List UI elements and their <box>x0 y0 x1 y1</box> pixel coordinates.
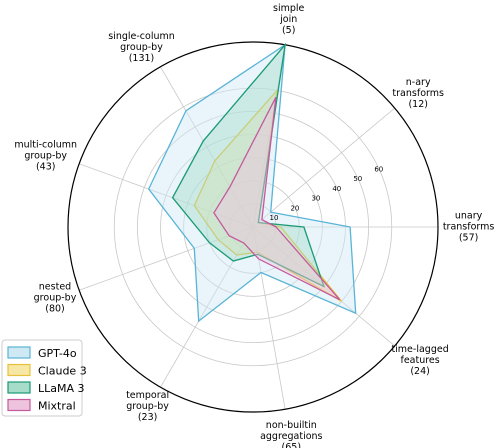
category-label-line: n-ary <box>406 77 431 88</box>
category-label-line: group-by <box>34 293 77 304</box>
radial-tick-label: 30 <box>311 195 320 203</box>
category-label-line: join <box>279 14 297 25</box>
category-label-line: aggregations <box>260 431 322 442</box>
category-label-line: (24) <box>410 366 430 377</box>
series-4 <box>213 96 341 301</box>
category-label-line: temporal <box>126 390 169 401</box>
category-label-line: (12) <box>408 99 428 110</box>
grid-spoke <box>79 226 254 291</box>
legend-swatch <box>7 346 31 359</box>
legend-box <box>1 339 83 417</box>
category-label-line: time-lagged <box>391 344 448 355</box>
radial-tick-label: 60 <box>374 165 383 173</box>
category-label-line: unary <box>455 211 483 222</box>
legend-swatch <box>7 398 31 412</box>
legend-swatch <box>7 363 31 377</box>
radial-tick-label: 50 <box>353 175 362 183</box>
series-area <box>213 96 341 301</box>
radar-labels: 102030405060unarytransforms(57)n-arytran… <box>14 3 494 448</box>
legend: GPT-4o Claude 3 LLaMA 3 Mixtral <box>1 339 87 417</box>
radial-tick-label: 10 <box>270 214 279 222</box>
category-label-line: transforms <box>392 88 444 99</box>
category-label-line: (131) <box>129 53 155 64</box>
category-label-line: single-column <box>108 31 175 42</box>
radial-tick-label: 20 <box>290 205 299 213</box>
category-label-line: (5) <box>282 25 295 36</box>
category-label-line: features <box>400 355 439 366</box>
series-area <box>147 43 357 323</box>
grid-spoke <box>160 66 254 228</box>
category-label-line: group-by <box>120 42 163 53</box>
radar-series <box>147 42 357 323</box>
category-label-line: non-builtin <box>266 420 317 431</box>
category-label-line: multi-column <box>14 140 77 151</box>
grid-spoke <box>160 226 254 388</box>
category-label-line: (23) <box>138 412 158 423</box>
legend-label: LLaMA 3 <box>38 382 85 395</box>
grid-spoke <box>252 226 286 410</box>
category-label-line: (43) <box>36 162 56 173</box>
legend-swatch <box>7 381 31 394</box>
radial-tick-label: 40 <box>332 185 341 193</box>
radar-grid <box>67 41 439 413</box>
legend-label: Claude 3 <box>38 365 87 378</box>
grid-spoke <box>79 163 254 228</box>
category-label-line: group-by <box>24 151 67 162</box>
grid-spoke <box>252 107 395 228</box>
category-label-line: (57) <box>459 233 479 244</box>
category-label-line: (80) <box>45 304 65 315</box>
radar-outer-frame <box>67 41 439 413</box>
category-label-line: transforms <box>443 222 494 233</box>
legend-label: Mixtral <box>38 400 76 413</box>
category-label-line: (65) <box>282 442 302 448</box>
category-label-line: simple <box>273 3 305 14</box>
category-label-line: group-by <box>126 401 169 412</box>
grid-spoke <box>252 44 286 228</box>
legend-label: GPT-4o <box>38 347 77 360</box>
category-label-line: nested <box>39 282 71 293</box>
